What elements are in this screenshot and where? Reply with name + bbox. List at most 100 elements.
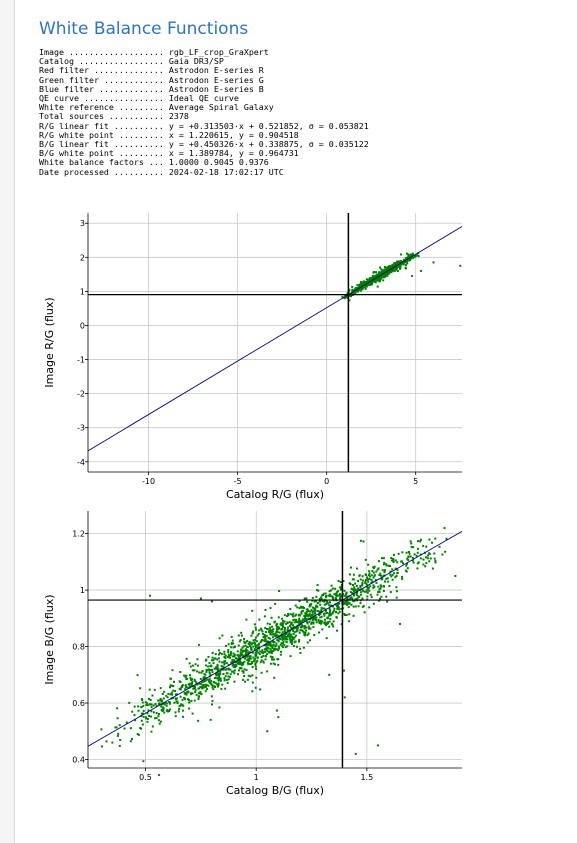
data-point [277,628,280,631]
data-point [328,607,331,610]
data-point [256,644,259,647]
data-point [243,640,246,643]
info-row: Date processed .......... 2024-02-18 17:… [39,167,369,177]
data-point [219,677,222,680]
data-point [357,290,360,293]
data-point [289,641,292,644]
data-point [376,273,379,276]
data-point [247,663,250,666]
data-point [381,557,384,560]
data-point [336,607,339,610]
x-tick-label: 1 [254,773,259,782]
data-point [374,579,377,582]
data-point [392,553,395,556]
data-point [391,568,394,571]
data-point [269,662,272,665]
info-dots: ... [143,157,169,168]
data-point [205,658,208,661]
data-point [208,681,211,684]
data-point [174,690,177,693]
data-point [365,589,368,592]
data-point [330,584,333,587]
data-point [273,658,276,661]
data-point [385,595,388,598]
data-point [380,585,383,588]
data-point [433,557,436,560]
data-point [149,698,152,701]
data-point [181,684,184,687]
data-point [369,283,372,286]
data-point [294,640,297,643]
info-key: R/G white point [39,129,114,140]
data-point [157,719,160,722]
data-point [325,600,328,603]
outlier-point [459,264,462,267]
data-point [210,659,213,662]
data-point [313,600,316,603]
data-point [300,606,303,609]
data-point [227,667,230,670]
data-point [320,619,323,622]
data-point [379,587,382,590]
data-point [215,673,218,676]
data-point [329,604,332,607]
data-point [178,680,181,683]
data-point [367,563,370,566]
data-point [279,638,282,641]
fit-line [88,226,462,452]
data-point [263,650,266,653]
data-point [254,686,257,689]
data-point [153,688,156,691]
data-point [338,597,341,600]
page-title: White Balance Functions [39,19,249,39]
info-row: White reference ......... Average Spiral… [39,103,369,112]
data-point [406,262,409,265]
data-point [323,614,326,617]
outlier-point [354,752,357,755]
data-point [128,701,131,704]
data-point [233,666,236,669]
data-point [246,640,249,643]
data-point [280,636,283,639]
data-point [200,693,203,696]
data-point [328,593,331,596]
data-point [379,597,382,600]
data-point [334,587,337,590]
data-point [393,264,396,267]
data-point [209,674,212,677]
data-point [379,276,382,279]
data-point [193,685,196,688]
data-point [303,634,306,637]
data-point [199,682,202,685]
outlier-point [199,597,202,600]
data-point [362,579,365,582]
data-point [189,693,192,696]
data-point [365,583,368,586]
data-point [285,622,288,625]
data-point [185,693,188,696]
data-point [175,697,178,700]
data-point [295,620,298,623]
outlier-point [432,261,435,264]
data-point [381,576,384,579]
data-point [223,650,226,653]
data-point [239,639,242,642]
outlier-point [420,269,423,272]
data-point [318,631,321,634]
data-point [264,658,267,661]
data-point [328,620,331,623]
data-point [141,712,144,715]
data-point [212,688,215,691]
data-point [298,614,301,617]
outlier-point [111,741,114,744]
data-point [361,581,364,584]
data-point [254,638,257,641]
data-point [231,660,234,663]
data-point [298,607,301,610]
info-row: R/G linear fit .......... y = +0.313503·… [39,121,369,131]
data-point [285,636,288,639]
data-point [402,259,405,262]
data-point [299,629,302,632]
data-point [208,672,211,675]
data-point [204,685,207,688]
